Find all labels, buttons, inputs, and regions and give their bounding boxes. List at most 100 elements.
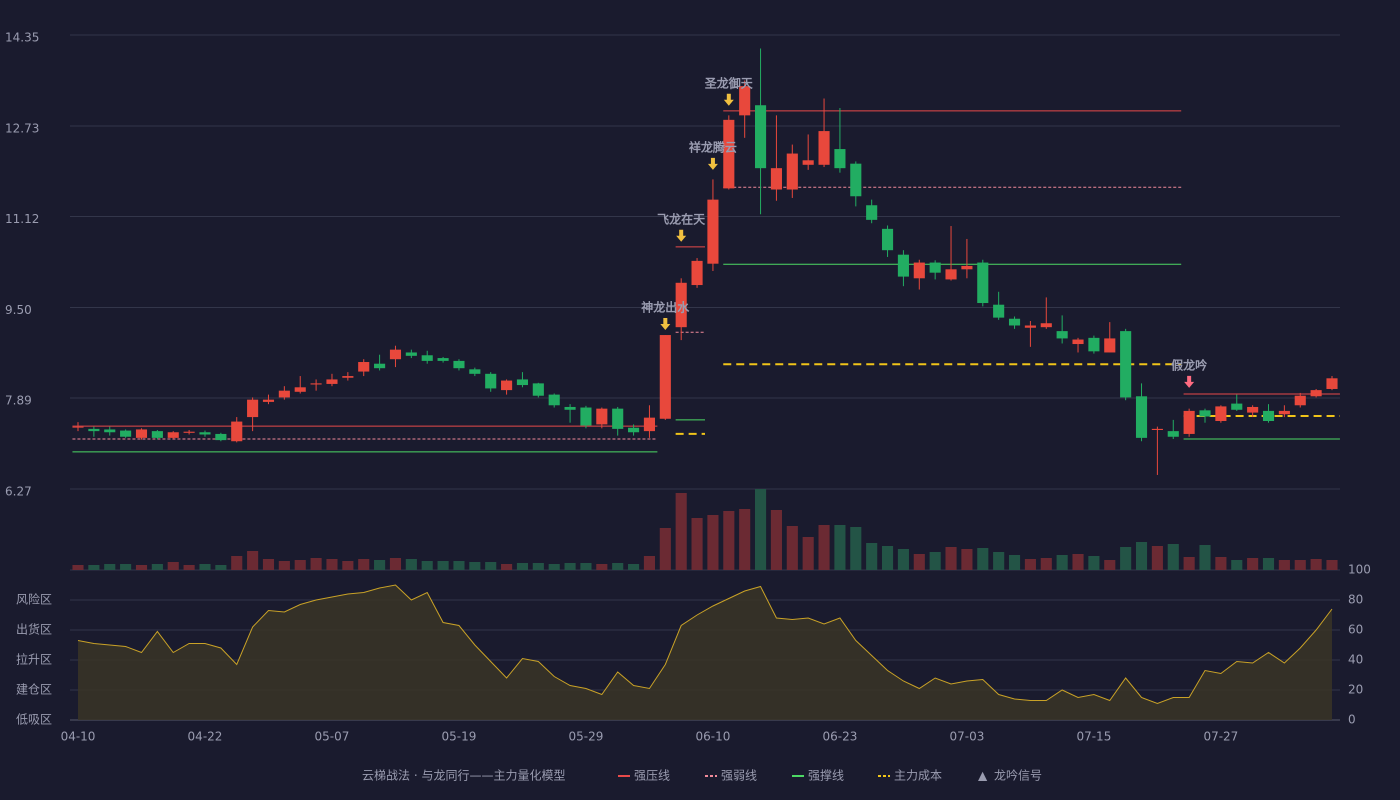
y2-tick-label: 20: [1348, 683, 1363, 697]
candle-body: [770, 168, 782, 190]
volume-bar: [485, 562, 497, 570]
volume-bar: [1088, 556, 1100, 570]
candle-body: [897, 254, 909, 277]
zone-label: 低吸区: [16, 713, 52, 727]
volume-bar: [993, 552, 1005, 570]
x-tick-label: 05-19: [442, 730, 477, 744]
candle-body: [389, 349, 402, 360]
x-tick-label: 06-23: [822, 730, 857, 744]
candle-body: [1072, 339, 1084, 345]
volume-bar: [802, 537, 814, 570]
signal-arrow: [707, 157, 718, 170]
signal-arrow: [1184, 375, 1195, 388]
volume-bar: [786, 526, 798, 570]
volume-bar: [135, 565, 148, 570]
candle-body: [866, 205, 878, 220]
y-tick-label: 6.27: [5, 485, 32, 499]
x-tick-label: 05-07: [315, 730, 350, 744]
volume-bar: [1120, 547, 1132, 570]
candle-body: [437, 358, 449, 361]
signal-label: 圣龙御天: [704, 75, 754, 90]
candle-body: [342, 376, 354, 378]
candle-body: [850, 163, 862, 197]
candle-body: [834, 149, 846, 169]
volume-bar: [262, 559, 275, 570]
volume-bar: [501, 564, 513, 570]
volume-bar: [675, 493, 687, 570]
candle-body: [1120, 331, 1132, 398]
candle-body: [564, 406, 576, 410]
volume-bar: [326, 559, 338, 570]
candle-body: [310, 383, 322, 385]
candle-body: [231, 421, 243, 442]
candle-body: [1024, 325, 1036, 328]
indicator-line: [77, 584, 1333, 705]
volume-bar: [628, 564, 640, 570]
candle-body: [818, 131, 830, 165]
y2-tick-label: 0: [1348, 713, 1356, 727]
volume-bar: [1326, 560, 1338, 570]
candle-body: [1167, 431, 1179, 437]
volume-bar: [612, 563, 624, 570]
volume-bar: [1262, 558, 1275, 570]
candle-body: [945, 269, 957, 280]
candle-body: [151, 431, 163, 438]
volume-bar: [834, 525, 846, 570]
volume-bar: [881, 546, 894, 570]
candle-body: [358, 362, 370, 372]
candle-body: [802, 160, 814, 165]
volume-bar: [294, 560, 306, 570]
candle-body: [675, 282, 687, 328]
candle-body: [199, 432, 211, 435]
volume-bar: [1024, 559, 1036, 570]
volume-bar: [691, 518, 703, 570]
legend-swatch: ▲: [978, 769, 988, 783]
volume-bar: [1008, 555, 1021, 570]
y-tick-label: 11.12: [5, 212, 39, 226]
volume-bar: [1151, 546, 1163, 570]
volume-bar: [929, 552, 941, 570]
candle-body: [881, 228, 894, 251]
candle-body: [929, 262, 941, 273]
candle-body: [961, 265, 973, 270]
volume-bar: [643, 556, 655, 570]
x-tick-label: 07-03: [949, 730, 984, 744]
candle-body: [374, 363, 386, 369]
candle-body: [88, 428, 100, 432]
volume-bar: [374, 560, 386, 570]
candle-body: [723, 119, 735, 189]
candle-body: [580, 407, 592, 426]
candle-body: [247, 399, 259, 418]
signal-label: 飞龙在天: [657, 211, 706, 226]
volume-bar: [1040, 558, 1052, 570]
candle-body: [628, 427, 640, 433]
candle-body: [421, 355, 433, 361]
y-tick-label: 7.89: [5, 393, 32, 407]
volume-bar: [818, 525, 830, 570]
y-tick-label: 12.73: [5, 122, 39, 136]
volume-bar: [866, 543, 878, 570]
candle-body: [485, 373, 497, 389]
volume-bar: [421, 561, 433, 570]
candle-body: [1247, 406, 1259, 413]
volume-bar: [961, 549, 973, 570]
volume-bar: [151, 564, 163, 570]
legend-label: 强压线: [634, 769, 670, 783]
candle-body: [1040, 323, 1052, 328]
volume-bar: [1104, 560, 1116, 570]
volume-bar: [1294, 560, 1306, 570]
volume-bar: [453, 561, 465, 570]
candle-body: [993, 304, 1005, 318]
candle-body: [326, 379, 338, 384]
volume-bar: [1135, 542, 1148, 570]
volume-bar: [580, 563, 592, 570]
volume-bar: [247, 551, 259, 570]
y2-tick-label: 80: [1348, 593, 1363, 607]
y-tick-label: 14.35: [5, 31, 39, 45]
candle-body: [739, 86, 751, 116]
volume-bar: [231, 556, 243, 570]
volume-bar: [1310, 559, 1322, 570]
candle-body: [469, 369, 481, 374]
volume-bar: [215, 565, 227, 570]
